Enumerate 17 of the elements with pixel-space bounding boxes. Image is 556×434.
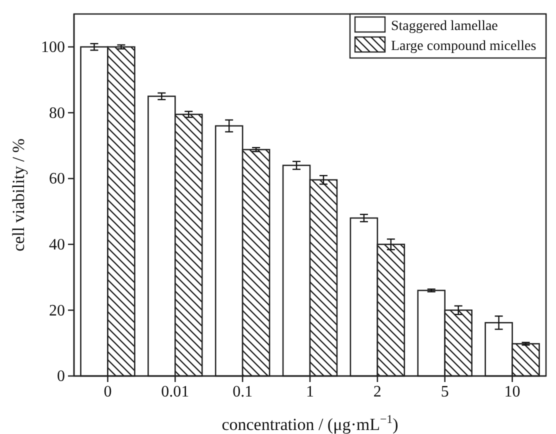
y-tick-label: 60 [49,170,65,188]
x-tick-label: 0.01 [161,383,190,400]
x-tick-label: 5 [440,383,449,400]
x-tick-label: 0.1 [232,383,253,400]
legend-label: Staggered lamellae [391,19,498,34]
y-tick-label: 40 [49,236,65,254]
x-tick-label: 0 [104,383,112,400]
x-tick-label: 2 [373,383,382,400]
y-tick-label: 0 [57,368,65,386]
x-axis-title: concentration / (μg·mL$^{−1}$) [222,412,398,434]
x-tick-label: 10 [504,383,520,400]
x-tick-label: 1 [306,383,314,400]
y-tick-label: 80 [49,104,65,122]
y-tick-label: 20 [49,302,65,320]
y-tick-label: 100 [41,39,65,56]
legend-label: Large compound micelles [391,39,536,54]
y-axis-title: cell viability / % [9,138,28,252]
